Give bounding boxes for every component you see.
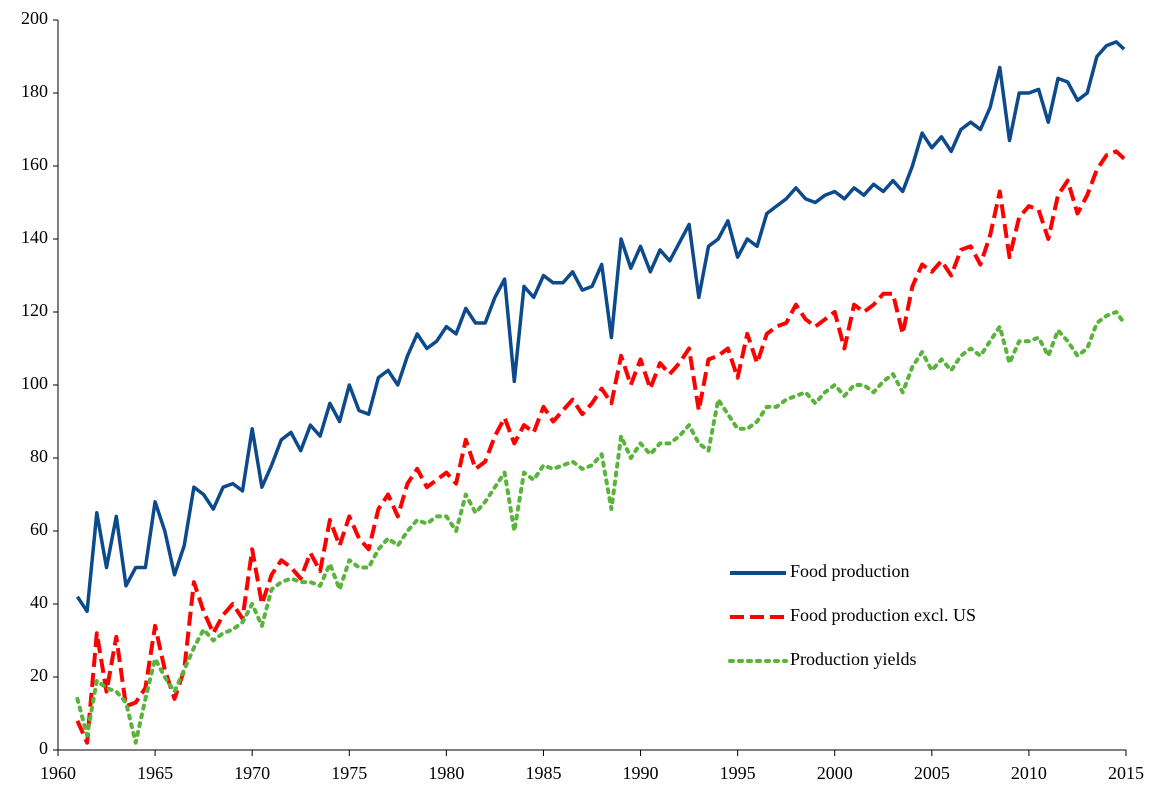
series-line xyxy=(75,40,1126,614)
y-tick-label: 180 xyxy=(21,81,48,101)
legend-label: Food production excl. US xyxy=(790,605,976,625)
series-line xyxy=(75,149,1126,745)
series-line xyxy=(75,310,1127,745)
legend-label: Food production xyxy=(790,561,910,581)
legend-label: Production yields xyxy=(790,649,917,669)
x-tick-label: 1985 xyxy=(525,763,561,783)
y-tick-label: 60 xyxy=(30,519,48,539)
y-tick-label: 40 xyxy=(30,592,48,612)
y-tick-label: 0 xyxy=(39,738,48,758)
x-tick-label: 1975 xyxy=(331,763,367,783)
x-tick-label: 2005 xyxy=(914,763,950,783)
y-tick-label: 100 xyxy=(21,373,48,393)
x-tick-label: 1960 xyxy=(40,763,76,783)
x-tick-label: 1995 xyxy=(720,763,756,783)
x-tick-label: 2000 xyxy=(817,763,853,783)
x-tick-label: 1965 xyxy=(137,763,173,783)
x-tick-label: 1990 xyxy=(623,763,659,783)
x-tick-label: 2015 xyxy=(1108,763,1144,783)
y-tick-label: 200 xyxy=(21,8,48,28)
x-tick-label: 1980 xyxy=(428,763,464,783)
x-tick-label: 1970 xyxy=(234,763,270,783)
x-tick-label: 2010 xyxy=(1011,763,1047,783)
y-tick-label: 140 xyxy=(21,227,48,247)
y-tick-label: 120 xyxy=(21,300,48,320)
y-tick-label: 160 xyxy=(21,154,48,174)
y-tick-label: 20 xyxy=(30,665,48,685)
y-tick-label: 80 xyxy=(30,446,48,466)
